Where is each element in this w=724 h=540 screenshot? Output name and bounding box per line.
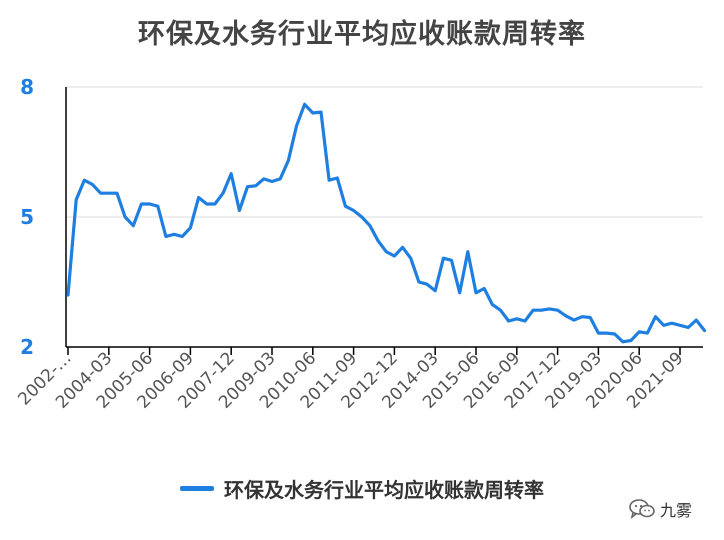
axes xyxy=(65,87,703,355)
legend-swatch xyxy=(180,486,214,491)
legend-label: 环保及水务行业平均应收账款周转率 xyxy=(224,478,544,502)
legend[interactable]: 环保及水务行业平均应收账款周转率 xyxy=(0,474,724,503)
watermark: 九雾 xyxy=(628,497,692,521)
y-tick-label: 2 xyxy=(20,335,34,359)
chart-title: 环保及水务行业平均应收账款周转率 xyxy=(138,19,586,50)
series-lines xyxy=(66,102,707,344)
y-tick-label: 8 xyxy=(20,75,34,99)
x-tick-labels: 2002-…2004-032005-062006-092007-122009-0… xyxy=(14,348,687,412)
y-tick-labels: 2 5 8 xyxy=(20,75,34,359)
watermark-text: 九雾 xyxy=(660,501,693,520)
wechat-icon xyxy=(629,499,655,519)
y-tick-label: 5 xyxy=(20,205,34,229)
grid-lines xyxy=(66,86,703,218)
series-line xyxy=(66,102,707,344)
